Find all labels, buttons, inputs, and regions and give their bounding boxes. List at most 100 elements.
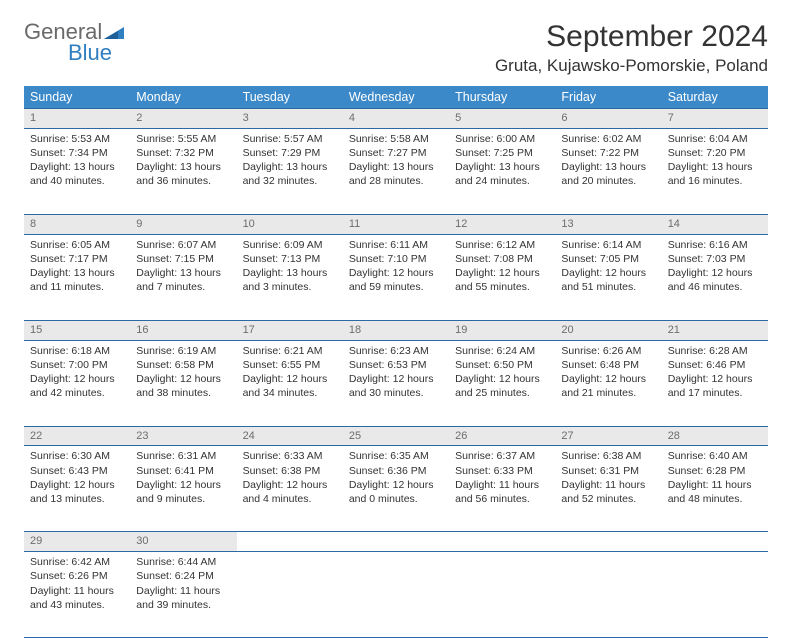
daylight-line: Daylight: 12 hours and 59 minutes. <box>349 266 443 294</box>
day-cell: Sunrise: 6:04 AMSunset: 7:20 PMDaylight:… <box>662 128 768 214</box>
day-number <box>662 532 768 552</box>
sunset-line: Sunset: 6:33 PM <box>455 464 549 478</box>
day-cell: Sunrise: 5:58 AMSunset: 7:27 PMDaylight:… <box>343 128 449 214</box>
sunset-line: Sunset: 7:17 PM <box>30 252 124 266</box>
daynum-row: 22232425262728 <box>24 426 768 446</box>
daylight-line: Daylight: 11 hours and 52 minutes. <box>561 478 655 506</box>
sunrise-line: Sunrise: 5:53 AM <box>30 132 124 146</box>
day-number: 8 <box>24 214 130 234</box>
day-cell: Sunrise: 6:28 AMSunset: 6:46 PMDaylight:… <box>662 340 768 426</box>
sunrise-line: Sunrise: 5:58 AM <box>349 132 443 146</box>
sunrise-line: Sunrise: 6:37 AM <box>455 449 549 463</box>
sunrise-line: Sunrise: 6:44 AM <box>136 555 230 569</box>
daylight-line: Daylight: 11 hours and 56 minutes. <box>455 478 549 506</box>
week-row: Sunrise: 6:42 AMSunset: 6:26 PMDaylight:… <box>24 552 768 638</box>
day-number <box>555 532 661 552</box>
daynum-row: 891011121314 <box>24 214 768 234</box>
day-number <box>237 532 343 552</box>
sunset-line: Sunset: 6:48 PM <box>561 358 655 372</box>
sunrise-line: Sunrise: 6:14 AM <box>561 238 655 252</box>
day-number: 22 <box>24 426 130 446</box>
sunset-line: Sunset: 6:38 PM <box>243 464 337 478</box>
daylight-line: Daylight: 11 hours and 43 minutes. <box>30 584 124 612</box>
daylight-line: Daylight: 12 hours and 51 minutes. <box>561 266 655 294</box>
day-cell: Sunrise: 6:05 AMSunset: 7:17 PMDaylight:… <box>24 234 130 320</box>
sunrise-line: Sunrise: 6:02 AM <box>561 132 655 146</box>
sunset-line: Sunset: 6:50 PM <box>455 358 549 372</box>
day-header: Friday <box>555 86 661 109</box>
day-number: 29 <box>24 532 130 552</box>
logo: General Blue <box>24 20 124 64</box>
day-number: 23 <box>130 426 236 446</box>
sunrise-line: Sunrise: 6:00 AM <box>455 132 549 146</box>
sunset-line: Sunset: 6:28 PM <box>668 464 762 478</box>
sunset-line: Sunset: 7:25 PM <box>455 146 549 160</box>
day-cell: Sunrise: 6:14 AMSunset: 7:05 PMDaylight:… <box>555 234 661 320</box>
daylight-line: Daylight: 12 hours and 42 minutes. <box>30 372 124 400</box>
sunrise-line: Sunrise: 5:55 AM <box>136 132 230 146</box>
week-row: Sunrise: 6:18 AMSunset: 7:00 PMDaylight:… <box>24 340 768 426</box>
sunset-line: Sunset: 6:58 PM <box>136 358 230 372</box>
location-label: Gruta, Kujawsko-Pomorskie, Poland <box>495 56 768 76</box>
day-number: 10 <box>237 214 343 234</box>
day-header: Thursday <box>449 86 555 109</box>
sunrise-line: Sunrise: 6:28 AM <box>668 344 762 358</box>
sunset-line: Sunset: 6:24 PM <box>136 569 230 583</box>
sunset-line: Sunset: 7:15 PM <box>136 252 230 266</box>
sunset-line: Sunset: 7:08 PM <box>455 252 549 266</box>
daylight-line: Daylight: 13 hours and 36 minutes. <box>136 160 230 188</box>
daylight-line: Daylight: 13 hours and 32 minutes. <box>243 160 337 188</box>
day-cell <box>662 552 768 638</box>
sunset-line: Sunset: 7:29 PM <box>243 146 337 160</box>
sunrise-line: Sunrise: 6:16 AM <box>668 238 762 252</box>
sunrise-line: Sunrise: 5:57 AM <box>243 132 337 146</box>
sunset-line: Sunset: 6:31 PM <box>561 464 655 478</box>
day-cell: Sunrise: 6:42 AMSunset: 6:26 PMDaylight:… <box>24 552 130 638</box>
day-number: 3 <box>237 109 343 129</box>
day-cell: Sunrise: 6:02 AMSunset: 7:22 PMDaylight:… <box>555 128 661 214</box>
sunrise-line: Sunrise: 6:19 AM <box>136 344 230 358</box>
sunset-line: Sunset: 7:27 PM <box>349 146 443 160</box>
sunrise-line: Sunrise: 6:30 AM <box>30 449 124 463</box>
day-number: 20 <box>555 320 661 340</box>
day-cell: Sunrise: 6:35 AMSunset: 6:36 PMDaylight:… <box>343 446 449 532</box>
day-number <box>343 532 449 552</box>
day-cell: Sunrise: 5:57 AMSunset: 7:29 PMDaylight:… <box>237 128 343 214</box>
day-cell: Sunrise: 6:21 AMSunset: 6:55 PMDaylight:… <box>237 340 343 426</box>
day-number: 4 <box>343 109 449 129</box>
sunset-line: Sunset: 6:36 PM <box>349 464 443 478</box>
day-cell: Sunrise: 6:40 AMSunset: 6:28 PMDaylight:… <box>662 446 768 532</box>
sunrise-line: Sunrise: 6:33 AM <box>243 449 337 463</box>
day-number: 7 <box>662 109 768 129</box>
sunset-line: Sunset: 6:46 PM <box>668 358 762 372</box>
day-header: Saturday <box>662 86 768 109</box>
sunrise-line: Sunrise: 6:21 AM <box>243 344 337 358</box>
day-number: 12 <box>449 214 555 234</box>
day-number: 5 <box>449 109 555 129</box>
sunrise-line: Sunrise: 6:42 AM <box>30 555 124 569</box>
day-cell <box>343 552 449 638</box>
day-number: 16 <box>130 320 236 340</box>
daylight-line: Daylight: 13 hours and 40 minutes. <box>30 160 124 188</box>
sunset-line: Sunset: 7:00 PM <box>30 358 124 372</box>
daylight-line: Daylight: 13 hours and 11 minutes. <box>30 266 124 294</box>
day-header: Monday <box>130 86 236 109</box>
daylight-line: Daylight: 12 hours and 25 minutes. <box>455 372 549 400</box>
sunrise-line: Sunrise: 6:24 AM <box>455 344 549 358</box>
title-block: September 2024 Gruta, Kujawsko-Pomorskie… <box>495 20 768 76</box>
daylight-line: Daylight: 12 hours and 46 minutes. <box>668 266 762 294</box>
sunrise-line: Sunrise: 6:26 AM <box>561 344 655 358</box>
daylight-line: Daylight: 12 hours and 13 minutes. <box>30 478 124 506</box>
logo-text: General Blue <box>24 20 124 64</box>
day-number: 15 <box>24 320 130 340</box>
day-header: Sunday <box>24 86 130 109</box>
daylight-line: Daylight: 12 hours and 38 minutes. <box>136 372 230 400</box>
logo-line2: Blue <box>68 43 124 64</box>
sunset-line: Sunset: 7:03 PM <box>668 252 762 266</box>
day-cell <box>449 552 555 638</box>
sunrise-line: Sunrise: 6:07 AM <box>136 238 230 252</box>
day-number: 21 <box>662 320 768 340</box>
sunrise-line: Sunrise: 6:11 AM <box>349 238 443 252</box>
day-cell: Sunrise: 6:12 AMSunset: 7:08 PMDaylight:… <box>449 234 555 320</box>
daylight-line: Daylight: 11 hours and 39 minutes. <box>136 584 230 612</box>
